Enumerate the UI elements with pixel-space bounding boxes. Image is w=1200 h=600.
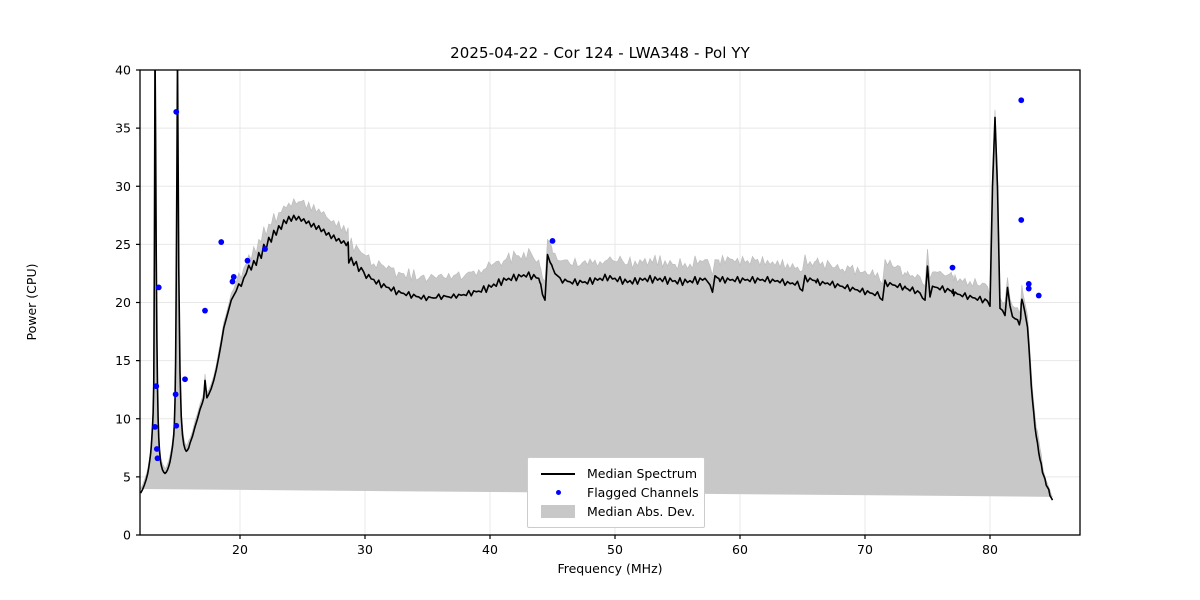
x-axis-label: Frequency (MHz) [557, 561, 662, 576]
band-swatch-icon [536, 505, 580, 518]
legend-item-median-abs-dev: Median Abs. Dev. [536, 502, 696, 521]
x-tick-label: 80 [982, 542, 998, 557]
flagged-channel-dot [154, 455, 161, 462]
flagged-channel-dot [153, 446, 160, 452]
y-tick-label: 40 [115, 63, 131, 78]
x-tick-label: 30 [357, 542, 373, 557]
flagged-channel-dot [1035, 292, 1042, 299]
legend-item-flagged-channels: Flagged Channels [536, 483, 699, 502]
mad-band [140, 70, 1053, 498]
line-swatch-icon [536, 472, 580, 475]
flagged-channel-dot [155, 284, 162, 291]
flagged-channel-dot [218, 239, 225, 245]
legend-label: Median Abs. Dev. [587, 504, 696, 519]
flagged-channel-dot [1025, 285, 1032, 292]
y-axis-label: Power (CPU) [24, 264, 39, 341]
x-tick-label: 50 [607, 542, 623, 557]
x-tick-label: 70 [857, 542, 873, 557]
y-tick-label: 25 [115, 237, 131, 252]
flagged-channel-dot [1018, 217, 1025, 223]
flagged-channel-dot [153, 383, 160, 390]
x-tick-label: 60 [732, 542, 748, 557]
legend-label: Median Spectrum [587, 466, 698, 481]
y-tick-label: 5 [123, 469, 131, 484]
x-tick-label: 40 [482, 542, 498, 557]
chart-legend: Median Spectrum Flagged Channels Median … [527, 457, 705, 528]
flagged-channel-dot [230, 274, 237, 280]
flagged-channel-markers [152, 97, 1042, 462]
legend-item-median-spectrum: Median Spectrum [536, 464, 698, 483]
y-tick-label: 20 [115, 295, 131, 310]
flagged-channel-dot [173, 422, 180, 429]
flagged-channel-dot [173, 108, 180, 115]
y-tick-label: 15 [115, 353, 131, 368]
y-tick-label: 35 [115, 121, 131, 136]
legend-label: Flagged Channels [587, 485, 699, 500]
flagged-channel-dot [262, 246, 268, 252]
flagged-channel-dot [152, 423, 158, 430]
y-tick-label: 30 [115, 179, 131, 194]
y-tick-label: 10 [115, 411, 131, 426]
flagged-channel-dot [549, 237, 556, 244]
flagged-channel-dot [172, 391, 179, 398]
flagged-channel-dot [244, 257, 251, 264]
axis-ticks: 20 30 40 50 60 70 80 0 5 10 15 20 25 30 35 40 [115, 63, 998, 558]
y-tick-label: 0 [123, 528, 131, 543]
flagged-channel-dot [1018, 97, 1025, 104]
dot-swatch-icon [536, 490, 580, 495]
flagged-channel-dot [949, 264, 956, 271]
chart-title: 2025-04-22 - Cor 124 - LWA348 - Pol YY [450, 44, 750, 62]
flagged-channel-dot [202, 307, 208, 314]
flagged-channel-dot [182, 376, 188, 383]
flagged-channel-dot [229, 278, 236, 285]
x-tick-label: 20 [232, 542, 248, 557]
median-spectrum-line [140, 70, 1054, 501]
flagged-channel-dot [1025, 281, 1032, 287]
